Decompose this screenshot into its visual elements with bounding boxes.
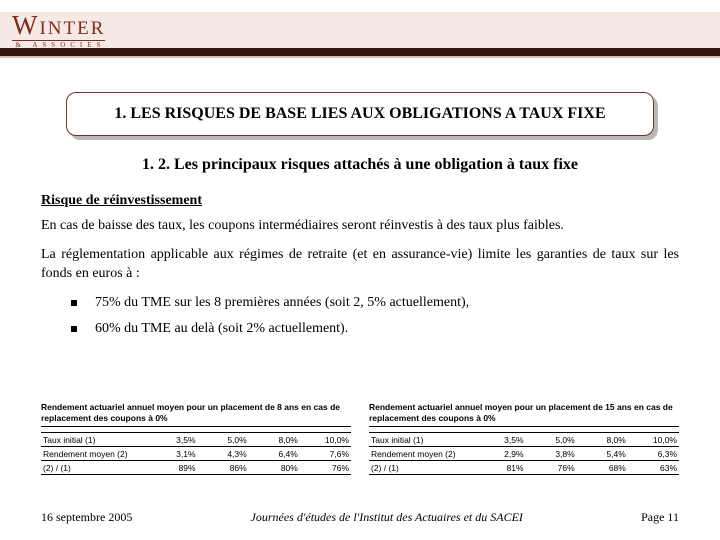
cell: 4,3%: [198, 447, 249, 461]
table-right: Rendement actuariel annuel moyen pour un…: [369, 402, 679, 475]
footer-page: Page 11: [641, 510, 679, 525]
logo: WINTER & ASSOCIES: [12, 12, 105, 48]
content-block: Risque de réinvestissement En cas de bai…: [41, 192, 679, 347]
tables-container: Rendement actuariel annuel moyen pour un…: [41, 402, 679, 475]
cell: 7,6%: [300, 447, 351, 461]
table-left-body: Taux initial (1) 3,5% 5,0% 8,0% 10,0% Re…: [41, 432, 351, 475]
cell: 3,8%: [526, 447, 577, 461]
cell: 80%: [249, 461, 300, 475]
table-right-title: Rendement actuariel annuel moyen pour un…: [369, 402, 679, 427]
header-bar: [0, 48, 720, 56]
cell: 63%: [628, 461, 679, 475]
list-item: 60% du TME au delà (soit 2% actuellement…: [71, 320, 679, 339]
paragraph-2: La réglementation applicable aux régimes…: [41, 246, 679, 284]
title-box: 1. LES RISQUES DE BASE LIES AUX OBLIGATI…: [66, 92, 654, 136]
table-row: Rendement moyen (2) 2,9% 3,8% 5,4% 6,3%: [369, 447, 679, 461]
table-row: (2) / (1) 81% 76% 68% 63%: [369, 461, 679, 475]
table-row: (2) / (1) 89% 86% 80% 76%: [41, 461, 351, 475]
logo-rest: INTER: [39, 18, 105, 39]
table-left: Rendement actuariel annuel moyen pour un…: [41, 402, 351, 475]
cell: 5,0%: [198, 433, 249, 447]
cell: 8,0%: [577, 433, 628, 447]
row-label: Rendement moyen (2): [369, 447, 474, 461]
bullet-icon: [71, 300, 77, 306]
cell: 76%: [526, 461, 577, 475]
row-label: (2) / (1): [369, 461, 474, 475]
cell: 76%: [300, 461, 351, 475]
footer-center: Journées d'études de l'Institut des Actu…: [251, 510, 523, 525]
bullet-icon: [71, 326, 77, 332]
risk-heading: Risque de réinvestissement: [41, 192, 679, 211]
cell: 3,1%: [146, 447, 197, 461]
row-label: Rendement moyen (2): [41, 447, 146, 461]
logo-brand: WINTER: [12, 12, 105, 39]
cell: 2,9%: [474, 447, 525, 461]
table-left-title: Rendement actuariel annuel moyen pour un…: [41, 402, 351, 427]
cell: 10,0%: [628, 433, 679, 447]
paragraph-1: En cas de baisse des taux, les coupons i…: [41, 217, 679, 236]
subtitle: 1. 2. Les principaux risques attachés à …: [0, 156, 720, 174]
header-band: [0, 12, 720, 48]
cell: 6,3%: [628, 447, 679, 461]
row-label: Taux initial (1): [41, 433, 146, 447]
table-row: Rendement moyen (2) 3,1% 4,3% 6,4% 7,6%: [41, 447, 351, 461]
logo-initial: W: [12, 10, 39, 40]
cell: 86%: [198, 461, 249, 475]
cell: 81%: [474, 461, 525, 475]
table-right-body: Taux initial (1) 3,5% 5,0% 8,0% 10,0% Re…: [369, 432, 679, 475]
table-row: Taux initial (1) 3,5% 5,0% 8,0% 10,0%: [41, 433, 351, 447]
list-item-label: 75% du TME sur les 8 premières années (s…: [95, 294, 469, 313]
list-item-label: 60% du TME au delà (soit 2% actuellement…: [95, 320, 348, 339]
header-line: [0, 56, 720, 58]
cell: 5,4%: [577, 447, 628, 461]
cell: 8,0%: [249, 433, 300, 447]
row-label: Taux initial (1): [369, 433, 474, 447]
table-row: Taux initial (1) 3,5% 5,0% 8,0% 10,0%: [369, 433, 679, 447]
list-item: 75% du TME sur les 8 premières années (s…: [71, 294, 679, 313]
cell: 3,5%: [474, 433, 525, 447]
footer: 16 septembre 2005 Journées d'études de l…: [41, 510, 679, 525]
footer-date: 16 septembre 2005: [41, 510, 132, 525]
cell: 68%: [577, 461, 628, 475]
cell: 5,0%: [526, 433, 577, 447]
cell: 10,0%: [300, 433, 351, 447]
cell: 89%: [146, 461, 197, 475]
cell: 3,5%: [146, 433, 197, 447]
row-label: (2) / (1): [41, 461, 146, 475]
cell: 6,4%: [249, 447, 300, 461]
title-text: 1. LES RISQUES DE BASE LIES AUX OBLIGATI…: [66, 92, 654, 136]
bullet-list: 75% du TME sur les 8 premières années (s…: [71, 294, 679, 340]
